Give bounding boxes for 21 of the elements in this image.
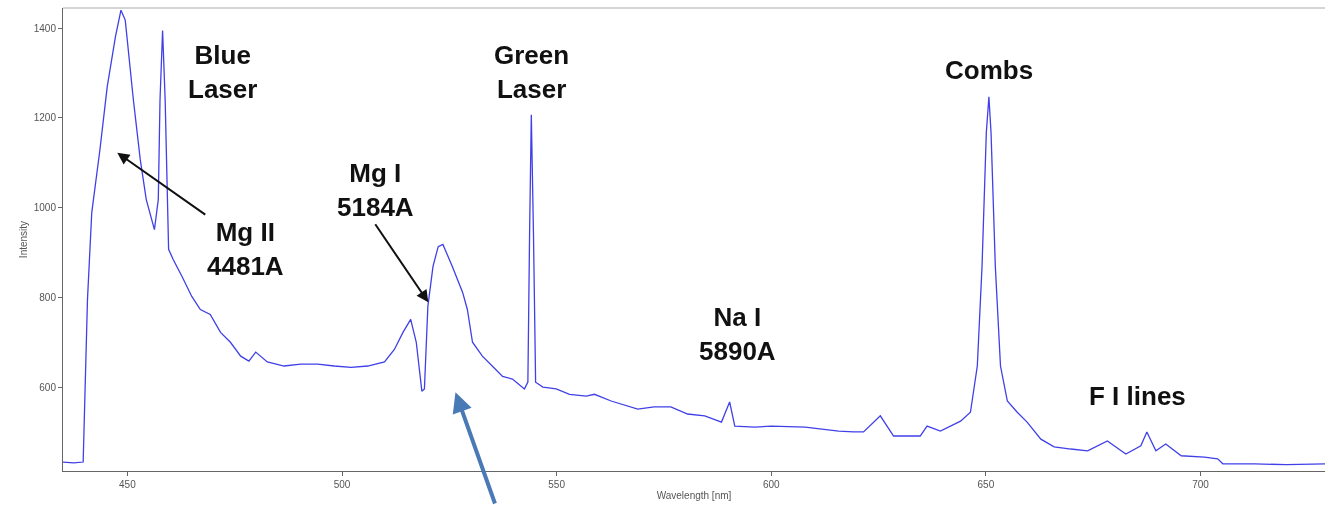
x-tick-label: 650 [977,479,995,490]
annotation: F I lines [1089,381,1186,411]
y-tick-label: 800 [39,291,57,303]
annotation: Mg I 5184A [337,158,414,222]
y-tick-label: 1000 [33,202,57,214]
line-series [63,9,1325,466]
x-tick-label: 600 [762,479,781,490]
annotation: Na I 5890A [699,302,776,366]
x-axis-title: Wavelength [nm] [656,489,732,501]
annotation: Green Laser [494,40,570,104]
y-tick-label: 1200 [33,112,57,124]
x-tick-label: 700 [1192,479,1210,490]
y-tick-label: 1400 [33,22,57,34]
annotation: Combs [945,55,1034,85]
y-tick-label: 600 [39,381,57,393]
x-tick-label: 500 [333,479,351,490]
x-tick-label: 550 [548,479,566,490]
x-tick-label: 450 [119,479,137,490]
annotation: Mg II 4481A [207,217,284,281]
annotation: Blue Laser [188,40,258,104]
y-axis-title: Intensity [17,220,29,259]
